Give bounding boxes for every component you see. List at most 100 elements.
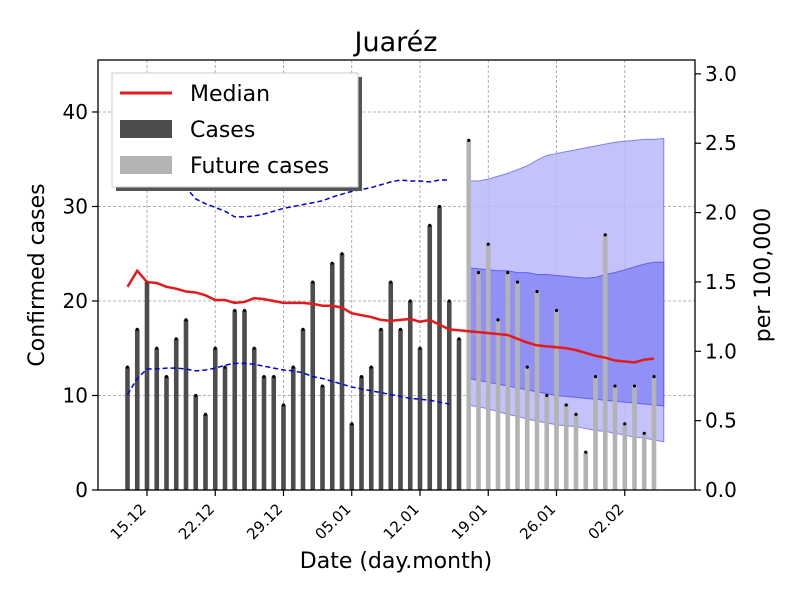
bar-cases-20-point <box>320 384 325 388</box>
bar-future-18 <box>641 433 647 490</box>
y-axis-left: 0 10 20 30 40 <box>63 100 98 502</box>
bar-cases-21 <box>329 263 335 490</box>
bar-cases-20 <box>320 386 325 490</box>
legend-median-label: Median <box>190 82 270 107</box>
bar-cases-18-point <box>301 327 305 331</box>
bar-future-10-point <box>564 403 568 407</box>
bar-cases-13-point <box>252 346 256 350</box>
legend-cases-swatch <box>120 120 172 138</box>
bar-future-0 <box>466 140 472 491</box>
y-tick-label-4: 40 <box>63 100 88 124</box>
bar-cases-23-point <box>350 422 354 426</box>
bar-cases-14-point <box>262 374 266 379</box>
bar-cases-17 <box>290 367 296 490</box>
bar-cases-13 <box>251 348 257 490</box>
bar-cases-29-point <box>408 299 412 303</box>
y-tick-label-2: 20 <box>63 289 88 313</box>
y-tick-label-3: 30 <box>63 194 88 218</box>
plot-frame <box>97 59 696 491</box>
legend-cases-label: Cases <box>190 118 255 143</box>
bar-future-0-point <box>467 138 471 142</box>
x-tick-label-5: 19.01 <box>448 500 491 543</box>
bar-cases-8 <box>203 414 208 490</box>
y-right-tick-label-4: 2.0 <box>705 201 737 225</box>
y-axis-right: 0.0 0.5 1.0 1.5 2.0 2.5 3.0 <box>695 62 737 502</box>
bar-cases-1-point <box>135 327 139 331</box>
bar-future-17-point <box>632 384 637 388</box>
bar-future-11 <box>573 414 579 490</box>
bar-cases-19 <box>310 282 316 490</box>
bar-future-15 <box>612 386 618 490</box>
bar-cases-31 <box>427 225 433 490</box>
y-axis-label: Confirmed cases <box>25 183 50 366</box>
bar-future-19-point <box>652 374 656 379</box>
bar-cases-29 <box>407 300 413 490</box>
bar-future-6-point <box>525 365 529 369</box>
bar-cases-34 <box>456 338 462 490</box>
bar-cases-10 <box>222 367 228 490</box>
bar-cases-12-point <box>242 308 247 313</box>
x-tick-label-2: 29.12 <box>243 500 286 543</box>
bar-cases-24 <box>359 376 364 490</box>
bar-future-16-point <box>623 422 627 426</box>
bar-future-11-point <box>574 412 578 416</box>
bar-cases-27-point <box>389 280 393 284</box>
bar-cases-26-point <box>379 327 383 331</box>
bar-cases-10-point <box>223 365 227 369</box>
bar-cases-5 <box>173 338 179 490</box>
bar-cases-16 <box>281 404 286 490</box>
bar-cases-4-point <box>164 374 169 379</box>
bar-cases-11-point <box>233 308 237 313</box>
bar-future-5 <box>515 282 520 490</box>
y-right-tick-label-5: 2.5 <box>705 131 737 155</box>
bar-cases-0-point <box>125 365 130 369</box>
bar-cases-9 <box>212 348 218 490</box>
bar-cases-30-point <box>418 346 422 350</box>
bar-future-7-point <box>535 289 539 294</box>
bar-cases-22-point <box>340 252 344 256</box>
bar-future-12 <box>583 452 589 490</box>
bar-future-15-point <box>613 384 617 388</box>
bar-cases-25 <box>368 367 374 490</box>
bar-future-18-point <box>642 431 646 435</box>
bar-future-3-point <box>496 318 500 322</box>
bar-cases-12 <box>242 310 247 490</box>
y-right-tick-label-3: 1.5 <box>705 270 737 294</box>
bar-cases-5-point <box>174 337 178 341</box>
bar-future-17 <box>632 386 637 490</box>
bar-cases-18 <box>300 329 306 490</box>
bar-future-8-point <box>545 393 549 398</box>
y-right-tick-label-6: 3.0 <box>705 62 737 86</box>
bar-cases-15-point <box>272 374 276 379</box>
bar-cases-1 <box>134 329 140 490</box>
x-tick-label-7: 02.02 <box>584 500 627 543</box>
bar-future-19 <box>651 376 657 490</box>
bar-cases-7 <box>193 395 199 490</box>
bar-cases-6 <box>183 319 189 490</box>
bar-cases-32 <box>437 206 442 490</box>
x-tick-label-3: 05.01 <box>311 500 354 543</box>
bar-future-13-point <box>593 374 598 379</box>
bar-cases-34-point <box>457 337 461 341</box>
bar-cases-25-point <box>369 365 373 369</box>
bar-future-2-point <box>486 242 490 246</box>
x-tick-label-1: 22.12 <box>175 500 218 543</box>
bar-cases-30 <box>417 348 423 490</box>
bar-future-1-point <box>476 271 481 275</box>
bar-future-12-point <box>584 450 588 454</box>
bar-future-14-point <box>603 233 607 237</box>
bar-cases-8-point <box>203 412 208 416</box>
bar-cases-33 <box>446 300 452 490</box>
legend: Median Cases Future cases <box>111 72 362 191</box>
bar-cases-7-point <box>194 393 198 398</box>
y-right-tick-label-2: 1.0 <box>705 339 737 363</box>
x-axis-label: Date (day.month) <box>300 549 492 574</box>
bar-cases-28-point <box>398 327 403 331</box>
bar-future-3 <box>495 319 501 490</box>
bar-future-4-point <box>506 271 510 275</box>
x-tick-label-0: 15.12 <box>107 500 150 543</box>
bar-future-4 <box>505 272 511 490</box>
bar-cases-28 <box>398 329 403 490</box>
bar-cases-23 <box>349 423 355 490</box>
